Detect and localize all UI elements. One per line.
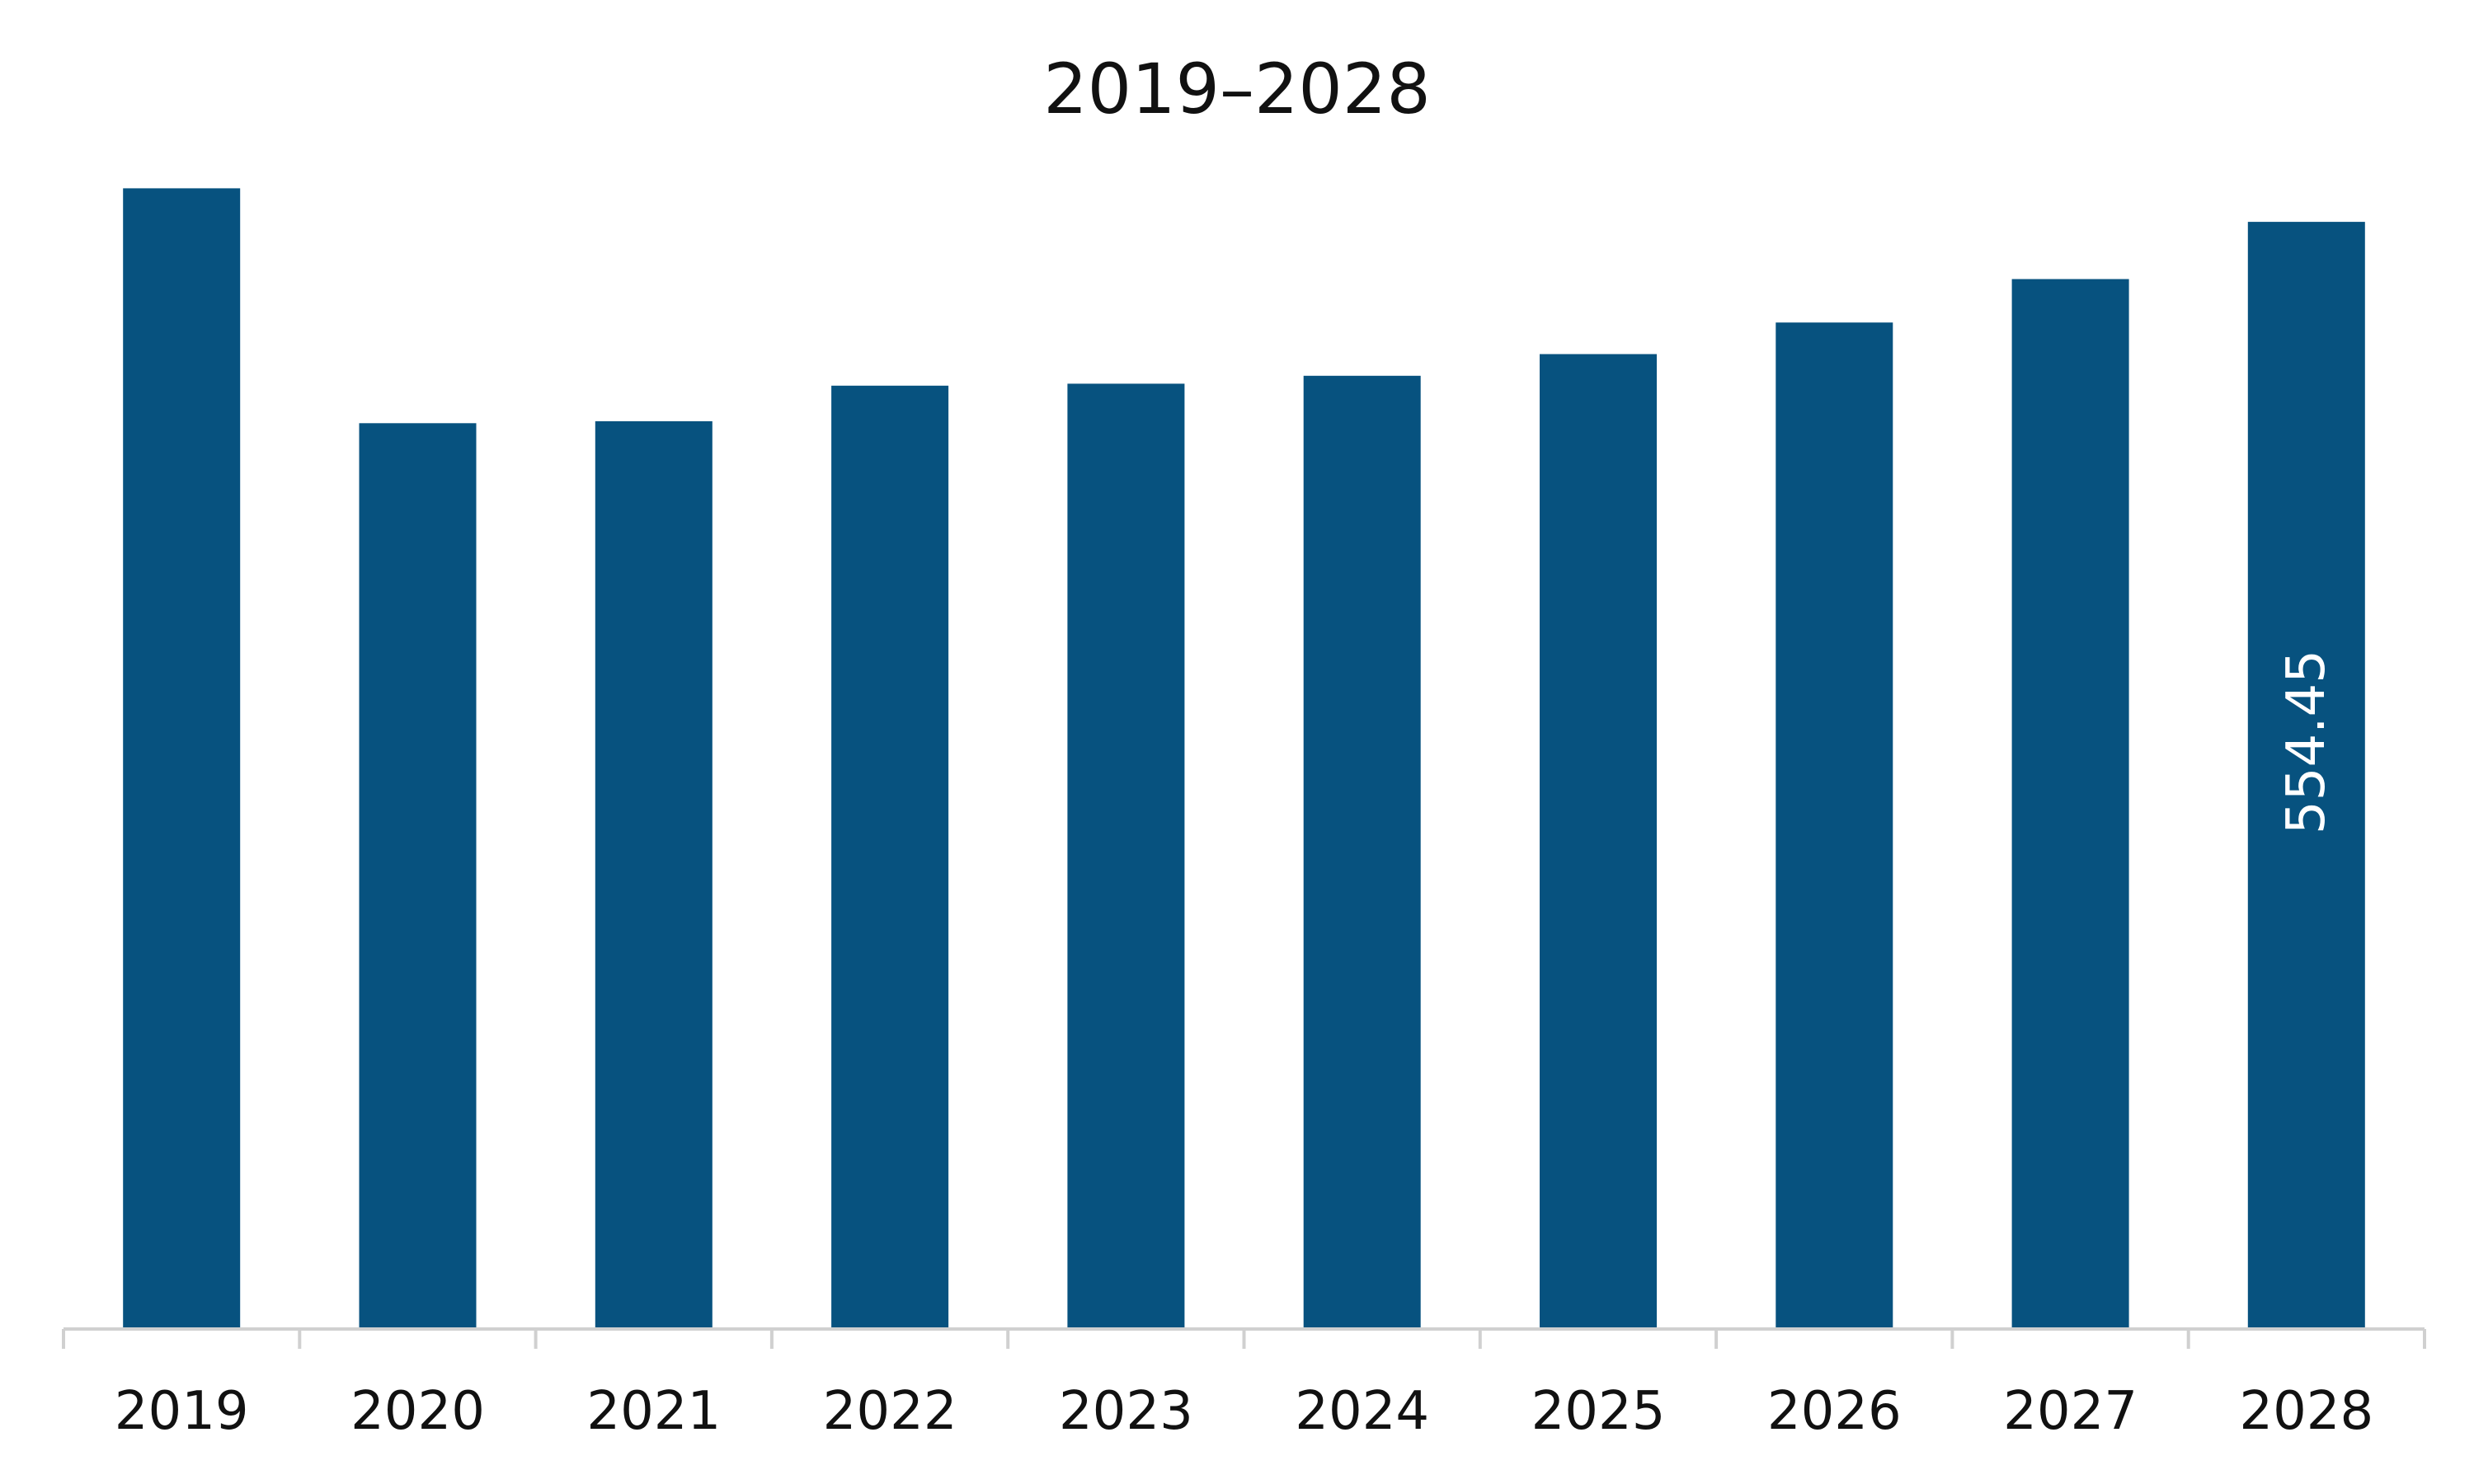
bar-2019	[123, 188, 241, 1329]
bar-2025	[1540, 354, 1657, 1329]
bar-2023	[1067, 383, 1185, 1329]
bars	[123, 188, 2365, 1330]
bar-2020	[359, 423, 477, 1329]
bar-2028	[2247, 222, 2365, 1330]
chart-title: 2019–2028	[1043, 49, 1431, 129]
x-tick-labels: 2019 2020 2021 2022 2023 2024 2025 2026 2027 2028	[115, 1381, 2373, 1442]
bar-2026	[1776, 322, 1893, 1330]
x-tick-label-2028: 2028	[2239, 1381, 2373, 1442]
x-tick-label-2023: 2023	[1059, 1381, 1193, 1442]
x-tick-label-2024: 2024	[1295, 1381, 1429, 1442]
bar-2024	[1303, 375, 1421, 1329]
bar-2027	[2011, 279, 2129, 1329]
data-label-2028: 554.45	[2276, 650, 2337, 834]
x-axis	[62, 1327, 2426, 1349]
x-tick-label-2021: 2021	[586, 1381, 721, 1442]
bar-2021	[595, 420, 713, 1329]
x-tick-label-2019: 2019	[115, 1381, 249, 1442]
data-labels: 554.45	[2276, 650, 2337, 834]
x-tick-label-2025: 2025	[1531, 1381, 1666, 1442]
x-tick-label-2022: 2022	[823, 1381, 957, 1442]
x-tick-label-2026: 2026	[1767, 1381, 1902, 1442]
x-tick-label-2027: 2027	[2003, 1381, 2138, 1442]
bar-2022	[831, 385, 949, 1329]
x-tick-label-2020: 2020	[350, 1381, 485, 1442]
